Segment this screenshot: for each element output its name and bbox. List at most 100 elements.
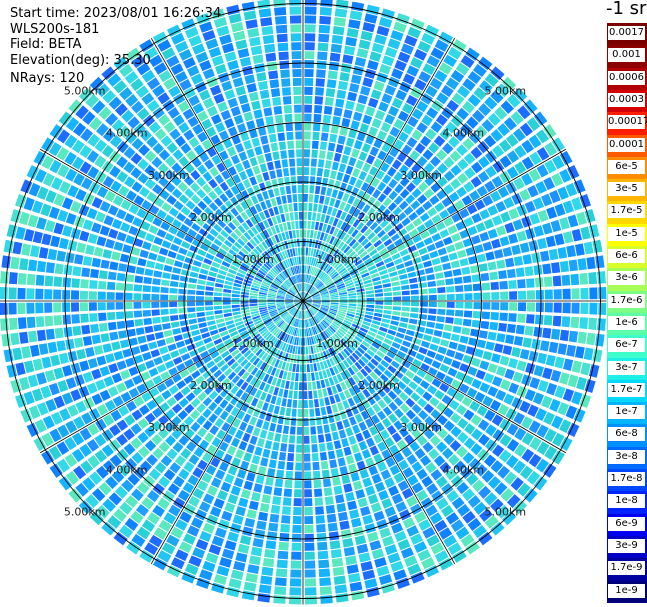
ray-gate-cell bbox=[326, 315, 334, 321]
ray-gate-cell bbox=[460, 466, 473, 480]
ray-gate-cell bbox=[284, 212, 290, 222]
ray-gate-cell bbox=[318, 222, 324, 231]
ray-gate-cell bbox=[412, 337, 422, 346]
ray-gate-cell bbox=[497, 186, 510, 198]
ray-gate-cell bbox=[259, 289, 268, 294]
ray-gate-cell bbox=[322, 370, 328, 379]
ray-gate-cell bbox=[294, 211, 299, 221]
ray-gate-cell bbox=[314, 104, 323, 114]
colorbar-tick-label: 1e-5 bbox=[608, 226, 645, 241]
ray-gate-cell bbox=[308, 275, 313, 284]
ray-gate-cell bbox=[470, 234, 481, 245]
ray-gate-cell bbox=[303, 295, 310, 301]
ray-gate-cell bbox=[373, 80, 385, 92]
ray-gate-cell bbox=[457, 172, 469, 184]
ray-gate-cell bbox=[236, 410, 246, 420]
ray-gate-cell bbox=[476, 405, 488, 417]
ray-gate-cell bbox=[223, 433, 233, 444]
ray-gate-cell bbox=[196, 577, 210, 589]
ray-gate-cell bbox=[163, 264, 173, 273]
ray-gate-cell bbox=[112, 395, 124, 407]
ray-gate-cell bbox=[456, 446, 468, 458]
ray-gate-cell bbox=[250, 387, 258, 397]
ray-gate-cell bbox=[300, 292, 303, 301]
ray-gate-cell bbox=[411, 482, 424, 494]
ray-gate-cell bbox=[215, 318, 225, 324]
ray-gate-cell bbox=[95, 123, 109, 137]
ray-gate-cell bbox=[298, 202, 303, 211]
ray-gate-cell bbox=[360, 506, 371, 517]
ray-gate-cell bbox=[300, 238, 303, 247]
ray-gate-cell bbox=[146, 260, 156, 269]
ray-gate-cell bbox=[253, 109, 263, 119]
ray-gate-cell bbox=[588, 364, 600, 378]
ray-gate-cell bbox=[377, 204, 387, 214]
ray-gate-cell bbox=[362, 114, 373, 125]
ray-gate-cell bbox=[116, 320, 126, 330]
ray-gate-cell bbox=[312, 304, 320, 309]
ray-gate-cell bbox=[533, 225, 544, 237]
ray-gate-cell bbox=[446, 490, 460, 503]
ray-gate-cell bbox=[255, 245, 263, 254]
ray-gate-cell bbox=[222, 453, 233, 464]
ray-gate-cell bbox=[348, 205, 356, 215]
ray-gate-cell bbox=[219, 150, 229, 161]
ray-gate-cell bbox=[490, 312, 500, 321]
ray-gate-cell bbox=[15, 194, 27, 208]
ray-gate-cell bbox=[358, 151, 368, 162]
ray-gate-cell bbox=[219, 399, 229, 409]
ray-gate-cell bbox=[426, 321, 436, 329]
ray-gate-cell bbox=[347, 331, 356, 338]
ray-gate-cell bbox=[303, 301, 305, 310]
ray-gate-cell bbox=[223, 284, 233, 290]
ray-gate-cell bbox=[182, 108, 195, 120]
ray-gate-cell bbox=[250, 216, 258, 225]
ray-gate-cell bbox=[166, 142, 178, 154]
ray-gate-cell bbox=[451, 233, 461, 243]
ray-gate-cell bbox=[123, 443, 136, 456]
ray-gate-cell bbox=[225, 177, 235, 188]
ray-gate-cell bbox=[248, 128, 258, 139]
ray-gate-cell bbox=[82, 219, 94, 231]
ray-gate-cell bbox=[434, 389, 445, 400]
ray-gate-cell bbox=[350, 120, 360, 130]
ray-gate-cell bbox=[79, 144, 92, 159]
ray-gate-cell bbox=[105, 238, 115, 249]
ray-gate-cell bbox=[342, 274, 351, 281]
ray-gate-cell bbox=[286, 325, 292, 334]
ray-gate-cell bbox=[329, 269, 336, 277]
ray-gate-cell bbox=[553, 302, 562, 313]
ray-gate-cell bbox=[401, 488, 414, 500]
ray-gate-cell bbox=[366, 297, 375, 301]
ray-gate-cell bbox=[148, 367, 159, 378]
ray-gate-cell bbox=[351, 187, 360, 197]
ray-gate-cell bbox=[345, 346, 354, 354]
ray-gate-cell bbox=[288, 306, 296, 313]
ray-gate-cell bbox=[286, 371, 292, 381]
ray-gate-cell bbox=[536, 164, 549, 178]
ray-gate-cell bbox=[317, 284, 325, 290]
ray-gate-cell bbox=[105, 112, 119, 126]
nrays-text: NRays: 120 bbox=[10, 71, 85, 86]
ray-gate-cell bbox=[490, 460, 504, 473]
ray-gate-cell bbox=[263, 250, 271, 259]
ray-gate-cell bbox=[371, 211, 381, 221]
ray-gate-cell bbox=[451, 379, 462, 390]
ray-gate-cell bbox=[390, 233, 400, 242]
ray-gate-cell bbox=[550, 219, 562, 233]
ray-gate-cell bbox=[369, 166, 379, 177]
ray-gate-cell bbox=[454, 391, 465, 403]
ray-gate-cell bbox=[319, 398, 325, 407]
ray-gate-cell bbox=[490, 281, 500, 290]
ray-gate-cell bbox=[440, 84, 454, 98]
ray-gate-cell bbox=[411, 129, 423, 141]
ray-gate-cell bbox=[308, 194, 314, 203]
ray-gate-cell bbox=[133, 310, 143, 318]
ray-gate-cell bbox=[185, 441, 197, 452]
ray-gate-cell bbox=[303, 301, 309, 308]
ray-gate-cell bbox=[177, 100, 190, 113]
ray-gate-cell bbox=[357, 381, 366, 391]
ray-gate-cell bbox=[416, 489, 429, 502]
ray-gate-cell bbox=[45, 398, 57, 412]
ray-gate-cell bbox=[156, 363, 167, 374]
